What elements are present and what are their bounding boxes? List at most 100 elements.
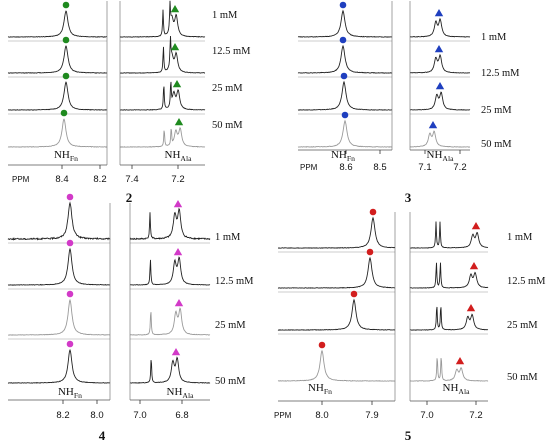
concentration-label: 12.5 mM bbox=[215, 276, 254, 287]
concentration-label: 25 mM bbox=[507, 320, 538, 331]
spectrum-trace bbox=[7, 45, 107, 74]
ppm-axis-label: PPM bbox=[300, 163, 318, 172]
circle-marker-icon bbox=[341, 111, 349, 119]
spectrum-trace bbox=[129, 356, 211, 384]
x-tick-label: 7.1 bbox=[418, 162, 431, 173]
triangle-marker-icon bbox=[173, 248, 183, 256]
concentration-label: 25 mM bbox=[481, 105, 512, 116]
triangle-marker-icon bbox=[173, 200, 183, 208]
x-tick-label: 8.6 bbox=[339, 162, 352, 173]
spectrum-panel-5: 1 mM 12.5 mM 25 mM 50 mM 8.0 7.9 7.0 7.2 PPM NHFn… bbox=[274, 208, 546, 443]
circle-marker-icon bbox=[62, 36, 70, 44]
triangle-marker-icon bbox=[170, 5, 180, 13]
x-tick-label: 6.8 bbox=[175, 410, 188, 421]
panel-number: 4 bbox=[99, 428, 106, 443]
spectrum-trace bbox=[409, 221, 489, 249]
spectrum-trace bbox=[409, 262, 489, 289]
triangle-marker-icon bbox=[455, 357, 465, 365]
circle-marker-icon bbox=[62, 1, 70, 9]
concentration-label: 1 mM bbox=[212, 10, 238, 21]
x-tick-label: 7.2 bbox=[469, 410, 482, 421]
nh-fn-label: NHFn bbox=[331, 149, 355, 163]
nh-ala-label: NHAla bbox=[427, 149, 455, 163]
spectrum-trace bbox=[297, 44, 393, 74]
spectrum-trace bbox=[297, 80, 393, 111]
x-tick-label: 7.2 bbox=[453, 162, 466, 173]
spectrum-trace bbox=[119, 0, 206, 38]
x-tick-label: 8.4 bbox=[55, 174, 68, 185]
triangle-marker-icon bbox=[466, 304, 476, 312]
spectrum-trace bbox=[278, 216, 396, 249]
concentration-label: 25 mM bbox=[215, 320, 246, 331]
spectrum-trace bbox=[7, 81, 107, 111]
circle-marker-icon bbox=[366, 248, 374, 256]
spectrum-trace bbox=[7, 10, 108, 38]
concentration-label: 50 mM bbox=[481, 139, 512, 150]
concentration-label: 12.5 mM bbox=[212, 46, 251, 57]
circle-marker-icon bbox=[339, 36, 347, 44]
circle-marker-icon bbox=[66, 239, 74, 247]
spectrum-trace bbox=[277, 298, 395, 331]
spectrum-trace bbox=[129, 207, 211, 241]
spectrum-trace bbox=[409, 17, 471, 38]
x-tick-label: 7.0 bbox=[420, 410, 433, 421]
concentration-label: 50 mM bbox=[212, 120, 243, 131]
circle-marker-icon bbox=[340, 72, 348, 80]
panel-number: 3 bbox=[405, 190, 412, 205]
nh-fn-label: NHFn bbox=[58, 386, 82, 400]
panel-number: 2 bbox=[126, 190, 133, 205]
spectrum-trace bbox=[119, 126, 206, 148]
triangle-marker-icon bbox=[172, 80, 182, 88]
triangle-marker-icon bbox=[469, 262, 479, 270]
concentration-label: 50 mM bbox=[507, 372, 538, 383]
spectrum-trace bbox=[7, 201, 111, 241]
ppm-axis-label: PPM bbox=[12, 175, 30, 184]
spectrum-trace bbox=[119, 81, 206, 111]
concentration-label: 1 mM bbox=[481, 32, 507, 43]
spectrum-trace bbox=[129, 307, 211, 336]
x-tick-label: 8.5 bbox=[373, 162, 386, 173]
circle-marker-icon bbox=[318, 341, 326, 349]
triangle-marker-icon bbox=[435, 82, 445, 90]
x-tick-label: 8.0 bbox=[315, 410, 328, 421]
x-tick-label: 7.0 bbox=[133, 410, 146, 421]
nh-ala-label: NHAla bbox=[443, 382, 471, 396]
nh-fn-label: NHFn bbox=[308, 382, 332, 396]
circle-marker-icon bbox=[369, 208, 377, 216]
triangle-marker-icon bbox=[174, 118, 184, 126]
spectrum-trace bbox=[277, 256, 396, 289]
x-tick-label: 8.2 bbox=[56, 410, 69, 421]
nh-ala-label: NHAla bbox=[167, 386, 195, 400]
spectrum-panel-4: 1 mM 12.5 mM 25 mM 50 mM 8.2 8.0 7.0 6.8 NHFn NHA… bbox=[7, 193, 254, 443]
x-tick-label: 7.4 bbox=[125, 174, 138, 185]
concentration-label: 12.5 mM bbox=[507, 276, 546, 287]
spectrum-trace bbox=[409, 306, 489, 331]
spectrum-trace bbox=[410, 53, 471, 74]
spectrum-trace bbox=[7, 118, 108, 148]
spectrum-trace bbox=[297, 119, 392, 148]
spectrum-trace bbox=[409, 358, 489, 382]
nh-ala-label: NHAla bbox=[165, 149, 193, 163]
concentration-label: 50 mM bbox=[215, 376, 246, 387]
triangle-marker-icon bbox=[174, 299, 184, 307]
nh-fn-label: NHFn bbox=[54, 149, 78, 163]
spectrum-trace bbox=[277, 349, 396, 382]
x-tick-label: 8.0 bbox=[90, 410, 103, 421]
spectrum-trace bbox=[409, 130, 471, 148]
circle-marker-icon bbox=[66, 340, 74, 348]
x-tick-label: 7.2 bbox=[171, 174, 184, 185]
triangle-marker-icon bbox=[434, 9, 444, 17]
spectrum-trace bbox=[8, 298, 111, 336]
spectrum-trace bbox=[120, 35, 205, 74]
circle-marker-icon bbox=[60, 109, 68, 117]
spectrum-trace bbox=[129, 256, 211, 286]
ppm-axis-label: PPM bbox=[274, 411, 292, 420]
triangle-marker-icon bbox=[428, 121, 438, 129]
circle-marker-icon bbox=[339, 1, 347, 9]
circle-marker-icon bbox=[350, 290, 358, 298]
concentration-label: 25 mM bbox=[212, 83, 243, 94]
triangle-marker-icon bbox=[171, 348, 181, 356]
triangle-marker-icon bbox=[471, 222, 481, 230]
triangle-marker-icon bbox=[170, 43, 180, 51]
